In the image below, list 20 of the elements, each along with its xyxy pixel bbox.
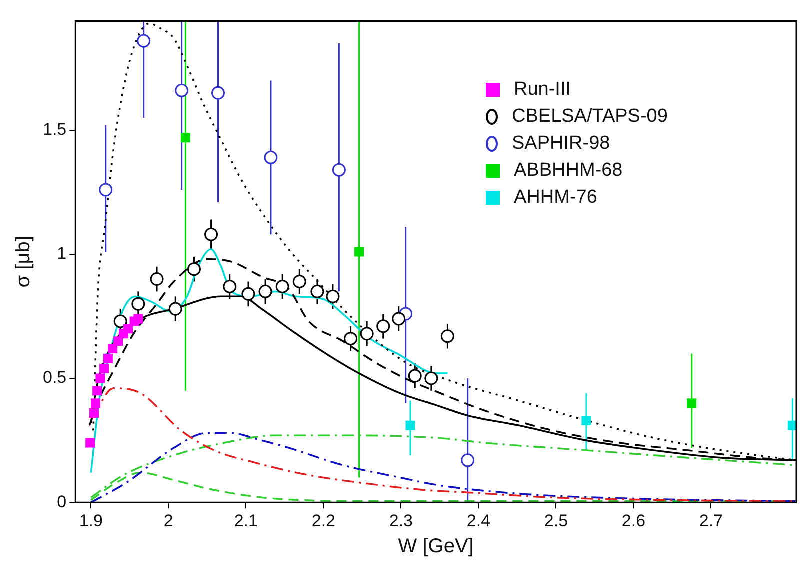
y-tick-label: 0 — [57, 492, 67, 512]
x-tick-label: 2.1 — [234, 511, 258, 530]
x-axis-title: W [GeV] — [398, 536, 474, 558]
x-tick-label: 2.7 — [699, 511, 724, 530]
x-tick-label: 2.6 — [622, 511, 646, 530]
x-tick-label: 2.2 — [312, 511, 336, 530]
x-tick-label: 2.5 — [544, 511, 568, 530]
y-tick-label: 0.5 — [42, 368, 67, 388]
legend-label: CBELSA/TAPS-09 — [512, 105, 668, 129]
legend-label: AHHM-76 — [514, 186, 598, 210]
legend-label: Run-III — [514, 78, 572, 102]
x-tick-label: 2.3 — [389, 511, 414, 530]
y-axis-title: σ [μb] — [12, 236, 35, 288]
x-tick-label: 1.9 — [79, 511, 103, 530]
legend-label: SAPHIR-98 — [512, 132, 610, 156]
x-tick-label: 2.4 — [466, 511, 491, 530]
legend-label: ABBHHM-68 — [514, 159, 623, 183]
x-tick-label: 2 — [164, 511, 174, 530]
y-tick-label: 1 — [57, 244, 67, 264]
y-tick-label: 1.5 — [42, 120, 67, 140]
